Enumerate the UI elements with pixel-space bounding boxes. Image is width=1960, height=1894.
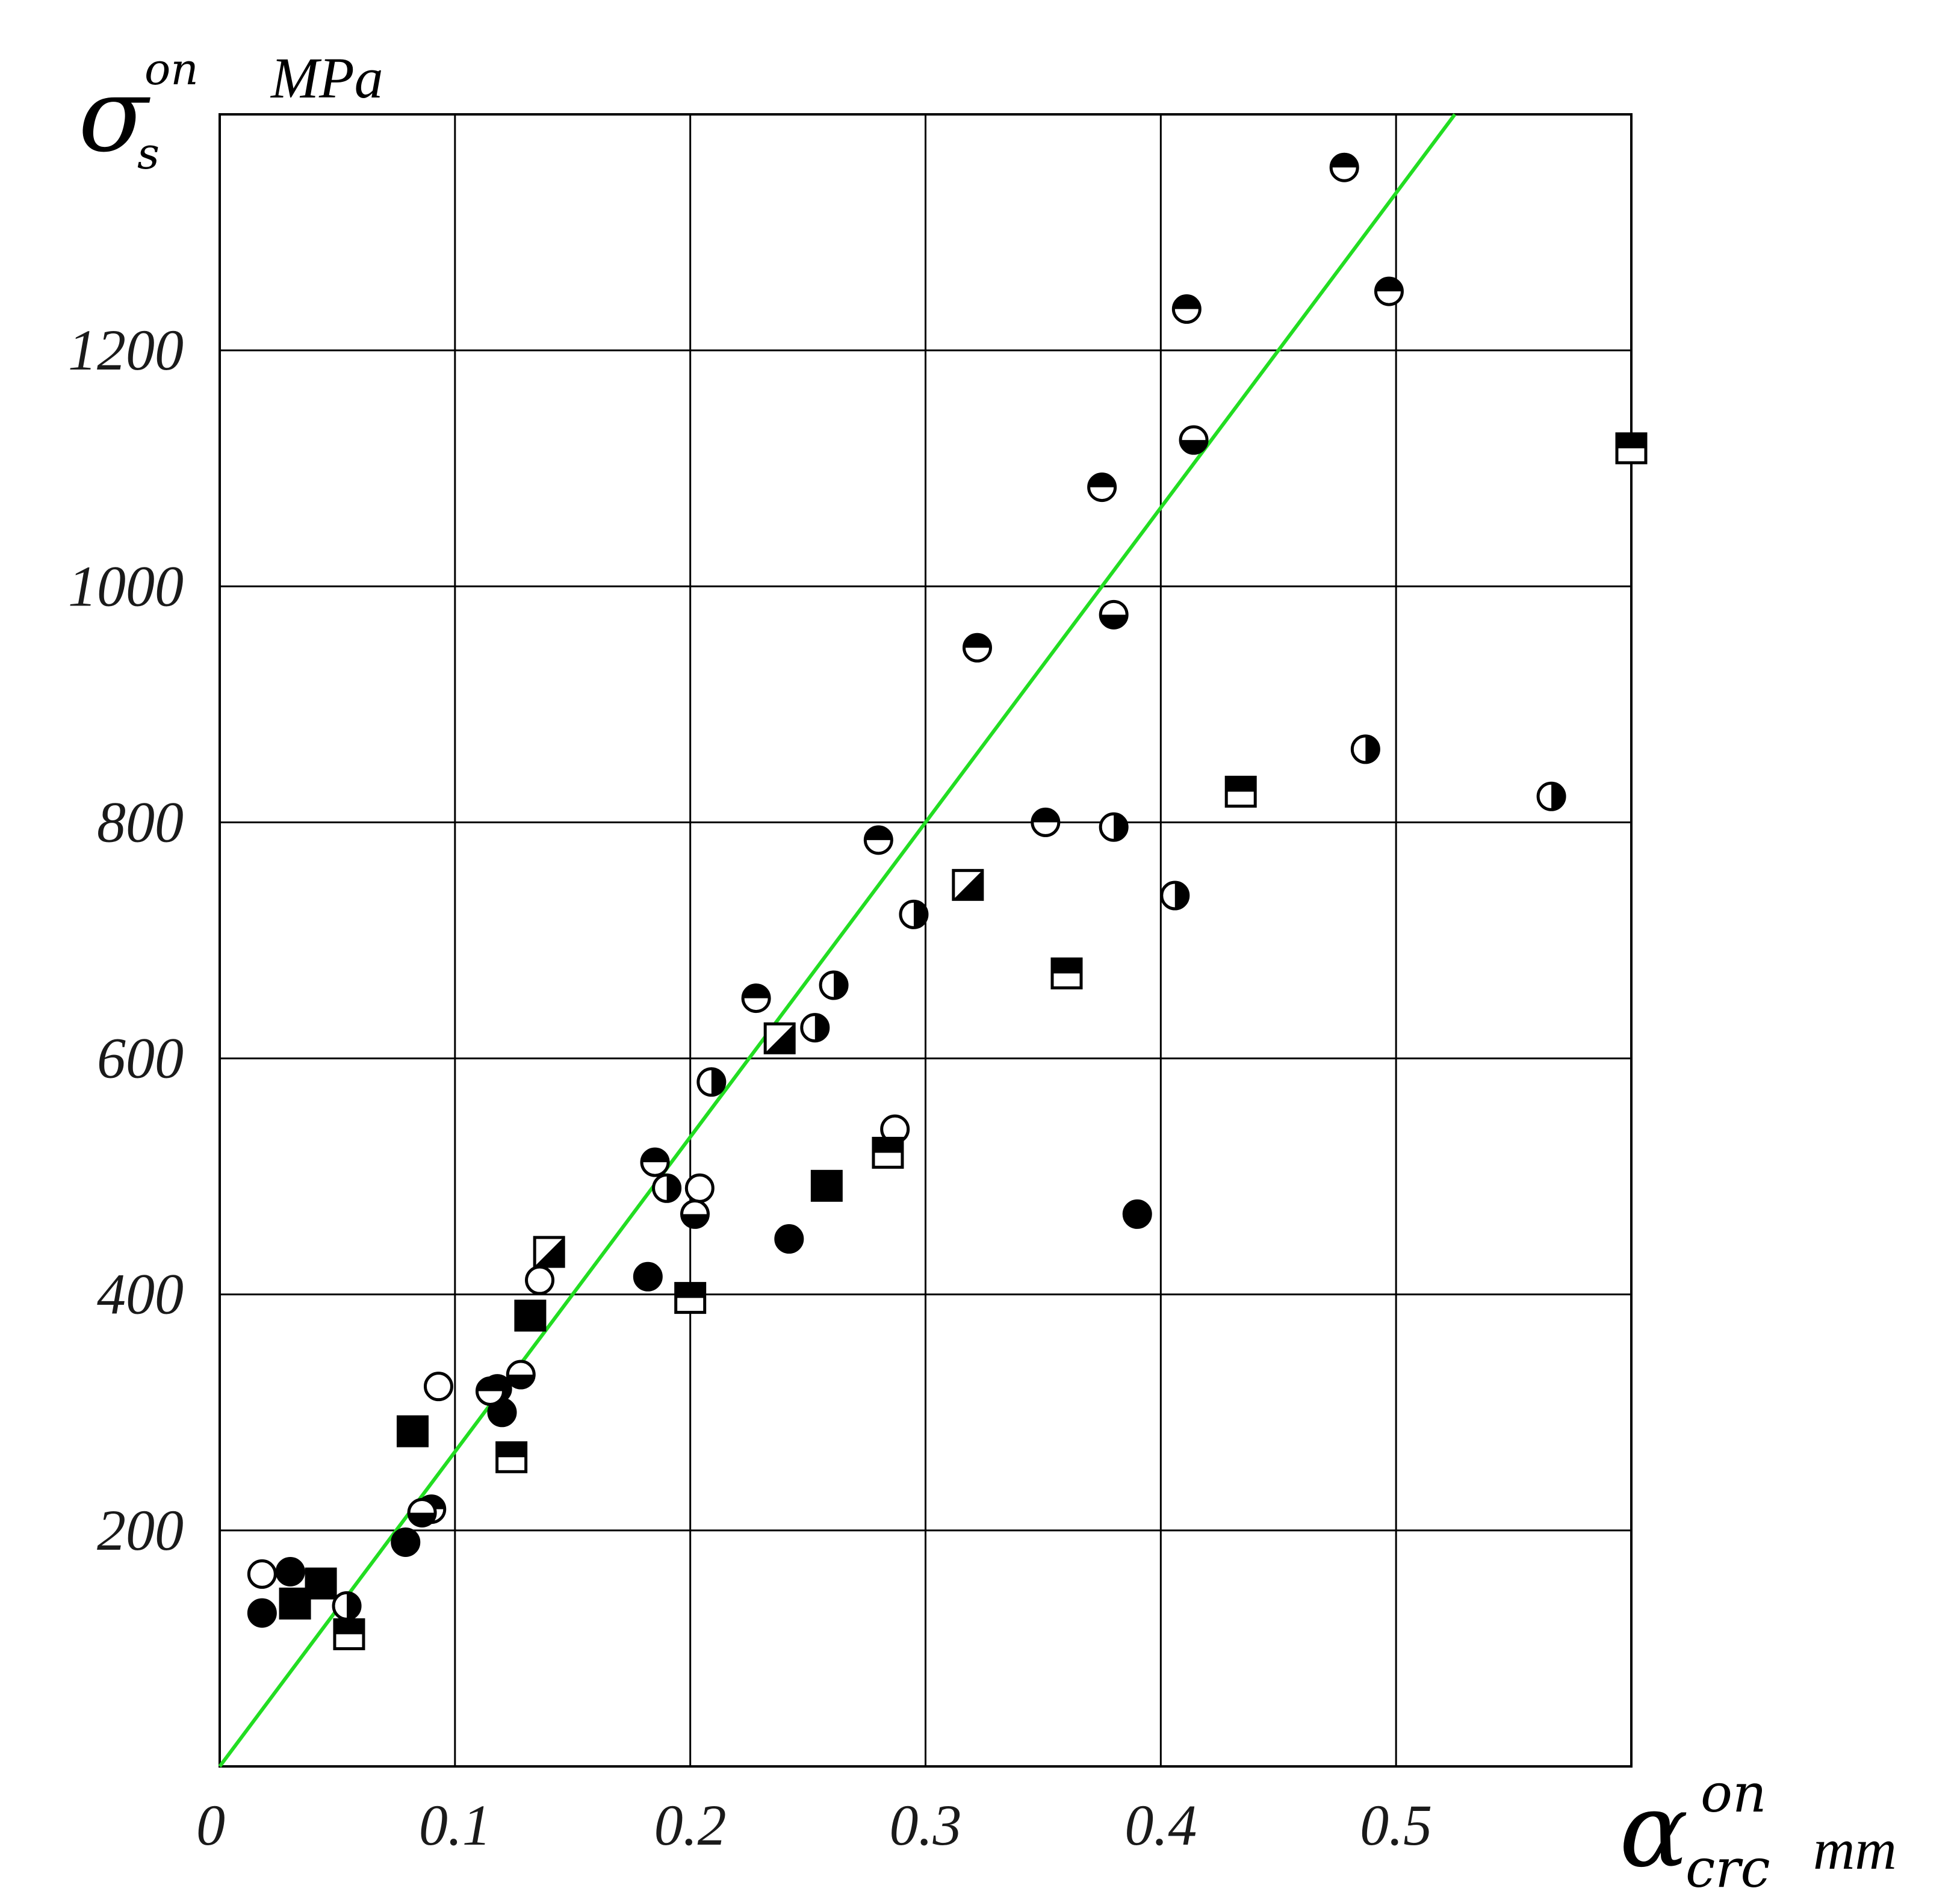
origin-label: 0 bbox=[196, 1793, 225, 1857]
axis-labels: σ s on MPa α crc on mm bbox=[78, 44, 1897, 1894]
y-tick-label: 1200 bbox=[68, 318, 184, 382]
data-point bbox=[1031, 807, 1061, 837]
data-point bbox=[1122, 1199, 1152, 1229]
data-point bbox=[1099, 599, 1129, 630]
data-point bbox=[680, 1199, 710, 1229]
x-tick-label: 0.5 bbox=[1360, 1793, 1432, 1857]
data-point bbox=[275, 1556, 305, 1586]
x-tick-label: 0.3 bbox=[890, 1793, 962, 1857]
data-point bbox=[863, 825, 893, 855]
y-tick-label: 1000 bbox=[68, 554, 184, 618]
data-point bbox=[305, 1567, 337, 1600]
y-axis-symbol: σ bbox=[78, 56, 150, 175]
data-point bbox=[1536, 781, 1566, 811]
data-point bbox=[952, 868, 984, 901]
data-point bbox=[810, 1169, 843, 1202]
x-axis-symbol: α bbox=[1619, 1771, 1689, 1890]
data-point bbox=[423, 1372, 453, 1402]
data-point bbox=[1050, 957, 1083, 989]
gridlines bbox=[219, 113, 1633, 1768]
data-point bbox=[1329, 152, 1359, 182]
x-tick-label: 0.4 bbox=[1124, 1793, 1197, 1857]
data-point bbox=[396, 1415, 429, 1447]
plot-frame bbox=[219, 113, 1633, 1768]
data-point bbox=[674, 1282, 707, 1314]
data-point bbox=[1224, 775, 1257, 808]
data-point bbox=[819, 970, 849, 1000]
data-point bbox=[533, 1236, 565, 1268]
data-point bbox=[1171, 294, 1202, 324]
data-point bbox=[247, 1598, 277, 1628]
x-axis-unit: mm bbox=[1813, 1817, 1897, 1881]
x-tick-label: 0.1 bbox=[419, 1793, 491, 1857]
data-point bbox=[899, 899, 929, 929]
y-tick-label: 200 bbox=[97, 1498, 184, 1562]
data-point bbox=[800, 1013, 830, 1043]
data-point bbox=[774, 1224, 804, 1254]
data-point bbox=[872, 1136, 904, 1169]
data-point bbox=[514, 1299, 547, 1332]
y-tick-label: 600 bbox=[97, 1026, 184, 1091]
data-point bbox=[1160, 880, 1190, 911]
y-axis-unit: MPa bbox=[270, 46, 383, 110]
data-point bbox=[652, 1173, 682, 1203]
data-point bbox=[684, 1173, 715, 1203]
data-point bbox=[763, 1022, 796, 1054]
y-axis-subscript: s bbox=[137, 128, 160, 179]
data-point bbox=[495, 1441, 528, 1473]
y-axis-superscript: on bbox=[144, 44, 199, 94]
x-tick-label: 0.2 bbox=[654, 1793, 727, 1857]
data-point bbox=[475, 1376, 505, 1406]
data-point bbox=[332, 1591, 362, 1621]
data-point bbox=[333, 1618, 365, 1650]
data-point bbox=[1350, 734, 1380, 764]
data-point bbox=[525, 1265, 555, 1295]
data-point bbox=[640, 1147, 670, 1177]
data-point bbox=[696, 1067, 727, 1097]
data-point bbox=[391, 1527, 421, 1557]
data-point bbox=[407, 1497, 437, 1527]
data-point bbox=[1099, 812, 1129, 842]
x-axis-subscript: crc bbox=[1686, 1837, 1770, 1894]
tick-labels: 200 400 600 800 1000 1200 0.1 0.2 0.3 0.4 0.5 0 bbox=[68, 318, 1432, 1857]
fit-line-group bbox=[218, 113, 1457, 1768]
data-point bbox=[741, 983, 771, 1014]
y-tick-label: 800 bbox=[97, 790, 184, 854]
x-axis-superscript: on bbox=[1701, 1762, 1767, 1824]
data-point bbox=[1615, 432, 1648, 465]
y-tick-label: 400 bbox=[97, 1262, 184, 1326]
data-point bbox=[247, 1559, 277, 1589]
data-point bbox=[962, 633, 992, 663]
data-point bbox=[279, 1587, 311, 1620]
fit-line bbox=[218, 113, 1457, 1768]
data-points bbox=[247, 152, 1648, 1650]
data-point bbox=[633, 1261, 663, 1292]
data-point bbox=[1374, 276, 1404, 306]
data-point bbox=[1179, 425, 1209, 455]
data-point bbox=[506, 1360, 536, 1390]
data-point bbox=[1087, 472, 1117, 503]
